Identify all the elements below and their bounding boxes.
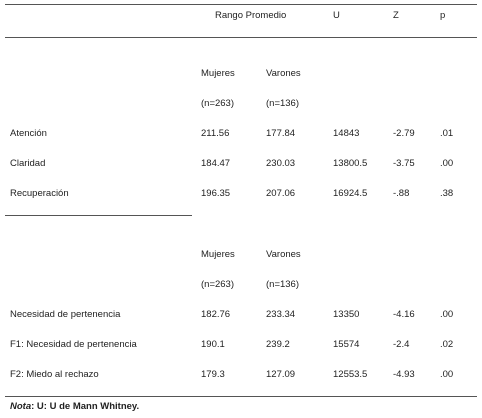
header-p: p	[440, 10, 446, 21]
bottom-rule	[5, 396, 477, 397]
group-label: Mujeres	[201, 249, 235, 260]
cell: 233.34	[266, 309, 296, 320]
cell: 207.06	[266, 188, 296, 199]
note-text: : U: U de Mann Whitney.	[31, 401, 140, 412]
cell: 13800.5	[333, 158, 368, 169]
cell: 127.09	[266, 369, 296, 380]
cell: 196.35	[201, 188, 231, 199]
cell: -4.93	[393, 369, 415, 380]
cell: -3.75	[393, 158, 415, 169]
cell: 12553.5	[333, 369, 368, 380]
cell: 211.56	[201, 128, 230, 139]
cell: -2.79	[393, 128, 415, 139]
note-label: Nota	[10, 401, 32, 412]
cell: .00	[440, 158, 454, 169]
group-n: (n=263)	[201, 98, 235, 109]
note: Nota: U: U de Mann Whitney.	[10, 401, 139, 413]
cell: 15574	[333, 339, 360, 350]
cell: 239.2	[266, 339, 290, 350]
row-label: Necesidad de pertenencia	[10, 309, 121, 320]
row-label: F1: Necesidad de pertenencia	[10, 339, 137, 350]
top-rule	[5, 4, 477, 5]
cell: 182.76	[201, 309, 231, 320]
row-label: F2: Miedo al rechazo	[10, 369, 99, 380]
group-label: Varones	[266, 249, 301, 260]
row-label: Recuperación	[10, 188, 69, 199]
group-label: Mujeres	[201, 68, 235, 79]
cell: 177.84	[266, 128, 296, 139]
header-z: Z	[393, 10, 399, 21]
cell: 230.03	[266, 158, 296, 169]
cell: -.88	[393, 188, 410, 199]
cell: .00	[440, 369, 454, 380]
header-u: U	[333, 10, 340, 21]
cell: 184.47	[201, 158, 231, 169]
cell: 16924.5	[333, 188, 368, 199]
cell: .01	[440, 128, 454, 139]
cell: -2.4	[393, 339, 410, 350]
group-n: (n=136)	[266, 98, 300, 109]
header-rule	[5, 37, 477, 38]
cell: .02	[440, 339, 454, 350]
group-n: (n=136)	[266, 279, 300, 290]
row-label: Atención	[10, 128, 47, 139]
group-label: Varones	[266, 68, 301, 79]
group-n: (n=263)	[201, 279, 235, 290]
cell: .00	[440, 309, 454, 320]
row-label: Claridad	[10, 158, 46, 169]
cell: 14843	[333, 128, 360, 139]
cell: 13350	[333, 309, 360, 320]
section-rule	[5, 215, 192, 216]
cell: 179.3	[201, 369, 225, 380]
cell: -4.16	[393, 309, 415, 320]
header-group: Rango Promedio	[215, 10, 287, 21]
cell: 190.1	[201, 339, 225, 350]
cell: .38	[440, 188, 454, 199]
